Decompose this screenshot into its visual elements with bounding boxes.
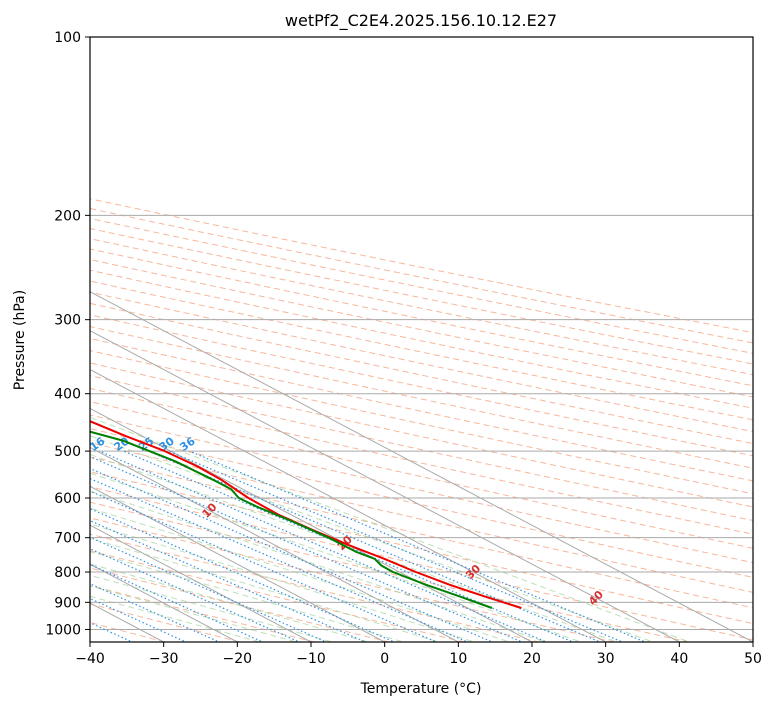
mixing-ratio-line: [90, 519, 367, 642]
dry-adiabat-line: [90, 314, 753, 457]
dry-adiabat-line: [90, 374, 753, 522]
dry-adiabat-line: [90, 350, 753, 495]
dry-adiabat-line: [90, 291, 753, 433]
dry-adiabat-line: [90, 269, 753, 409]
y-tick-label: 200: [54, 208, 81, 224]
dewpoint-profile: [90, 430, 493, 609]
y-tick-label: 500: [54, 444, 81, 460]
dry-adiabat-line: [90, 362, 753, 508]
isotherm-line: [90, 407, 533, 642]
y-tick-label: 600: [54, 491, 81, 507]
y-tick-label: 400: [54, 387, 81, 403]
x-axis-title: Temperature (°C): [360, 681, 482, 697]
isotherm-line: [90, 330, 680, 642]
x-tick-label: 30: [597, 651, 615, 667]
mixing-ratio-label: 8: [18, 437, 32, 452]
x-tick-label: 10: [449, 651, 467, 667]
x-tick-label: 40: [670, 651, 688, 667]
dry-adiabat-line: [90, 337, 753, 482]
dry-adiabat-line: [90, 442, 753, 593]
dry-adiabat-line: [90, 550, 467, 642]
x-tick-label: −40: [75, 651, 105, 667]
mixing-ratio-line: [90, 477, 470, 642]
background-lines: [0, 37, 753, 644]
x-tick-label: −10: [296, 651, 326, 667]
y-tick-label: 300: [54, 313, 81, 329]
x-axis-ticks: −40 −30 −20 −10 0 10 20 30 40 50: [75, 642, 762, 667]
y-tick-label: 900: [54, 595, 81, 611]
chart-title: wetPf2_C2E4.2025.156.10.12.E27: [285, 11, 557, 31]
mixing-ratio-line: [123, 450, 575, 642]
isotherm-line: [90, 485, 385, 642]
dry-adiabat-line: [90, 325, 753, 469]
moist-adiabat-line: [90, 537, 441, 642]
dry-adiabat-line: [90, 258, 753, 398]
mixing-ratio-line: [148, 450, 602, 642]
mixing-ratio-line: [90, 467, 494, 642]
moist-adiabat-line: [90, 472, 583, 642]
moist-adiabat-line: [90, 563, 370, 642]
dry-adiabat-line: [90, 217, 753, 354]
isotherm-line: [90, 291, 753, 642]
mixing-ratio-label: 6: [0, 437, 4, 452]
dry-adiabat-line: [90, 501, 691, 642]
x-tick-label: −30: [149, 651, 179, 667]
moist-adiabat-line: [90, 416, 691, 642]
moist-adiabat-line: [90, 490, 547, 642]
dry-adiabat-line: [90, 248, 753, 387]
y-axis-ticks: 100 200 300 400 500 600 700 800 900 1000: [45, 30, 90, 638]
mixing-ratio-line: [99, 450, 548, 642]
mixing-ratio-line: [189, 450, 647, 642]
dry-adiabat-line: [90, 428, 753, 578]
x-tick-label: −20: [223, 651, 253, 667]
plot-frame: [89, 36, 754, 643]
mixing-ratio-line: [168, 450, 624, 642]
dry-adiabat-line: [90, 486, 753, 641]
moist-adiabat-line: [90, 595, 263, 642]
dry-adiabat-line: [90, 400, 753, 549]
mixing-ratio-line: [90, 622, 134, 642]
isotherm-line: [90, 446, 459, 642]
dry-adiabat-line: [90, 302, 753, 445]
x-tick-label: 0: [380, 651, 389, 667]
x-tick-label: 50: [744, 651, 762, 667]
y-tick-label: 800: [54, 565, 81, 581]
sounding-profiles: [90, 420, 522, 609]
y-axis-title: Pressure (hPa): [12, 290, 28, 390]
mixing-ratio-line: [90, 563, 265, 642]
dry-adiabat-line: [90, 414, 753, 564]
dry-adiabat-line: [90, 238, 753, 376]
temperature-line-label: 0: [58, 466, 73, 481]
dry-adiabat-line: [90, 198, 753, 334]
x-tick-label: 20: [523, 651, 541, 667]
isotherm-line: [90, 524, 312, 642]
mixing-ratio-line: [90, 455, 524, 642]
y-tick-label: 700: [54, 531, 81, 547]
y-tick-label: 100: [54, 30, 81, 46]
mixing-ratio-line: [0, 451, 87, 644]
temperature-profile: [90, 420, 522, 609]
dry-adiabat-line: [90, 280, 753, 421]
dry-adiabat-line: [90, 567, 392, 642]
dry-adiabat-line: [90, 471, 753, 625]
dry-adiabat-line: [90, 227, 753, 365]
isotherm-line: [90, 368, 606, 642]
dry-adiabat-line: [90, 387, 753, 535]
y-tick-label: 1000: [45, 622, 81, 638]
dry-adiabat-line: [90, 208, 753, 344]
mixing-ratio-line: [90, 597, 188, 642]
dry-adiabat-line: [90, 456, 753, 609]
mixing-ratio-line: [90, 507, 396, 642]
